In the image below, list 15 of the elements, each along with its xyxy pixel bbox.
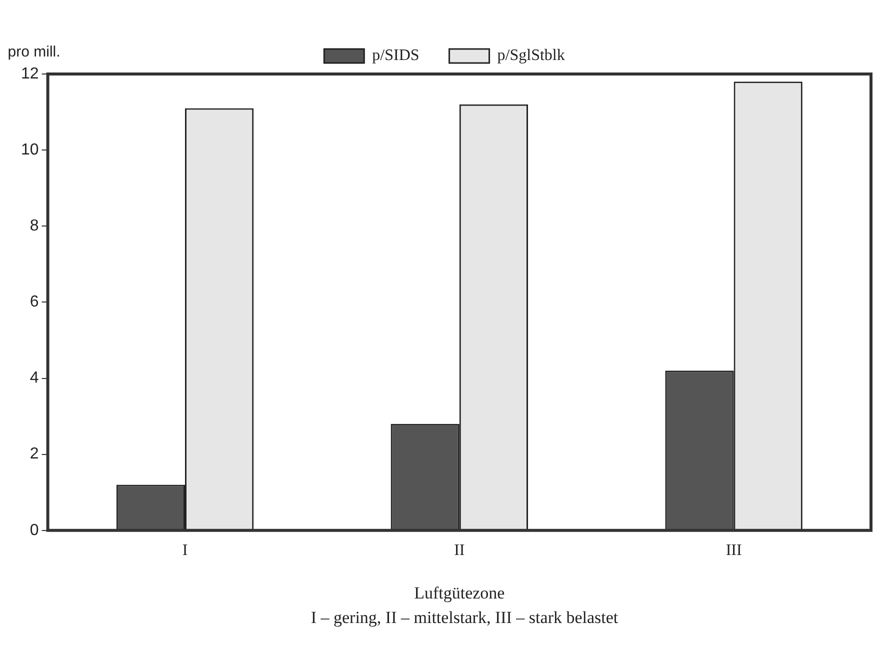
legend-label: p/SglStblk [497, 47, 565, 64]
y-tick-label: 10 [21, 141, 39, 158]
y-tick-label: 4 [30, 370, 39, 387]
text: I – gering, II – mittelstark, III – stark belastet [310, 608, 620, 628]
x-tick-label: I [182, 542, 188, 560]
y-tick-label: 8 [30, 218, 39, 235]
y-tick-label: 0 [30, 522, 39, 539]
y-tick-label: 12 [21, 65, 39, 82]
y-tick-label: 6 [30, 294, 39, 311]
x-tick-label: III [726, 542, 742, 560]
legend-label: p/SIDS [372, 47, 420, 64]
y-tick-label: 2 [30, 446, 39, 463]
y-axis-title: pro mill. [8, 44, 60, 61]
x-axis-title: Luftgütezone [414, 583, 505, 602]
x-tick-label: II [454, 542, 465, 560]
